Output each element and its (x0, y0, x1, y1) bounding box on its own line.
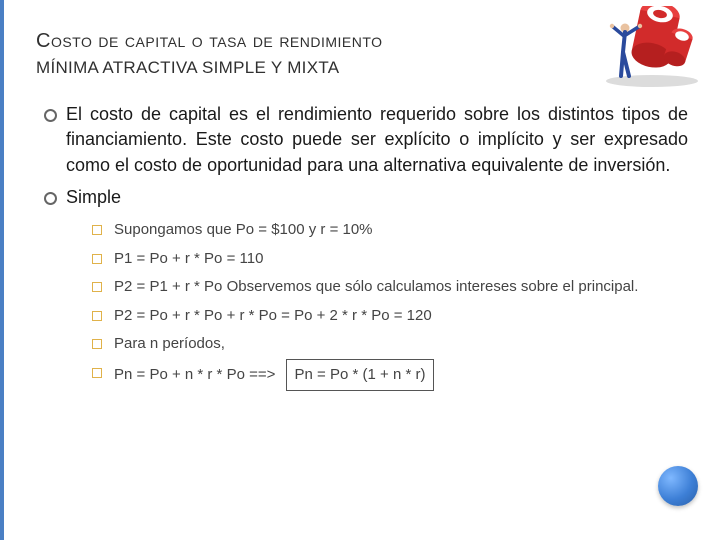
sub-item: Pn = Po + n * r * Po ==> Pn = Po * (1 + … (92, 359, 688, 392)
bullet-item: El costo de capital es el rendimiento re… (42, 102, 688, 179)
sub-item: Para n períodos, (92, 330, 688, 359)
sub-item: P2 = Po + r * Po + r * Po = Po + 2 * r *… (92, 302, 688, 331)
sub-item-text: Pn = Po + n * r * Po ==> (114, 366, 275, 383)
sub-item: P1 = Po + r * Po = 110 (92, 245, 688, 274)
slide-title: Costo de capital o tasa de rendimiento M… (36, 28, 596, 80)
bullet-text: Simple (66, 187, 121, 207)
sub-item: P2 = P1 + r * Po Observemos que sólo cal… (92, 273, 688, 302)
sub-item: Supongamos que Po = $100 y r = 10% (92, 216, 688, 245)
bullet-item: Simple (42, 185, 688, 211)
title-line-1: Costo de capital o tasa de rendimiento (36, 28, 596, 55)
bullet-text: El costo de capital es el rendimiento re… (66, 104, 688, 175)
title-line-2: MÍNIMA ATRACTIVA SIMPLE Y MIXTA (36, 57, 596, 80)
hero-illustration (582, 6, 702, 88)
formula-sublist: Supongamos que Po = $100 y r = 10% P1 = … (92, 216, 688, 391)
formula-box: Pn = Po * (1 + n * r) (286, 359, 435, 392)
accent-circle (658, 466, 698, 506)
main-bullets: El costo de capital es el rendimiento re… (36, 102, 688, 210)
